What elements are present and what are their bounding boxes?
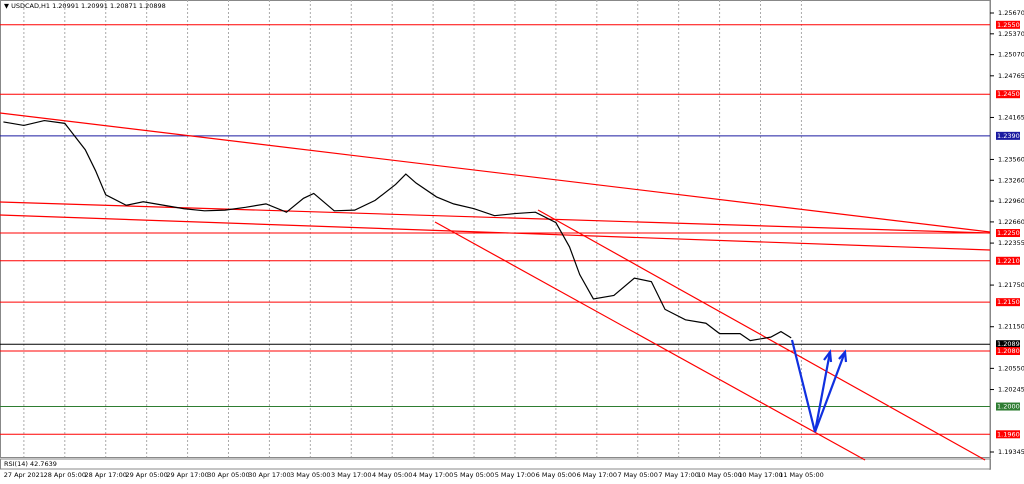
x-tick-label: 10 May 05:00 <box>697 471 742 479</box>
y-tick-label: 1.20550 <box>998 364 1024 372</box>
trendline <box>0 214 991 251</box>
level-label: 1.20898 <box>997 340 1024 348</box>
level-label: 1.23900 <box>997 132 1024 140</box>
level-badge <box>996 256 1020 265</box>
x-tick-label: 28 Apr 17:00 <box>85 471 127 479</box>
y-tick-label: 1.25070 <box>998 51 1024 59</box>
y-tick-label: 1.24765 <box>998 72 1024 80</box>
x-tick-label: 6 May 05:00 <box>536 471 576 479</box>
level-badge <box>996 229 1020 238</box>
rsi-pane <box>0 458 991 470</box>
y-tick-label: 1.23560 <box>998 155 1024 163</box>
x-tick-label: 5 May 17:00 <box>495 471 535 479</box>
y-tick-label: 1.23260 <box>998 176 1024 184</box>
plot-frame <box>0 0 991 458</box>
level-label: 1.19600 <box>997 430 1024 438</box>
arrow-path <box>813 351 847 433</box>
x-tick-label: 10 May 17:00 <box>738 471 783 479</box>
channel-line <box>434 221 866 461</box>
level-badge <box>996 20 1020 29</box>
arrow-head <box>823 349 833 363</box>
y-tick-label: 1.22660 <box>998 218 1024 226</box>
x-tick-label: 7 May 05:00 <box>618 471 658 479</box>
x-tick-label: 30 Apr 05:00 <box>207 471 249 479</box>
level-label: 1.22500 <box>997 229 1024 237</box>
trendline <box>0 201 991 234</box>
price-line <box>3 119 792 342</box>
x-tick-label: 3 May 17:00 <box>331 471 371 479</box>
indicator-label: RSI(14) 42.7639 <box>4 460 57 468</box>
y-tick-label: 1.21750 <box>998 281 1024 289</box>
level-label: 1.20000 <box>997 403 1024 411</box>
level-badge <box>996 131 1020 140</box>
level-label: 1.22100 <box>997 257 1024 265</box>
y-tick-label: 1.19345 <box>998 448 1024 456</box>
level-badge <box>996 340 1020 349</box>
x-tick-label: 29 Apr 17:00 <box>166 471 208 479</box>
x-tick-label: 30 Apr 17:00 <box>248 471 290 479</box>
header: ▼ USDCAD,H1 1.20991 1.20991 1.20871 1.20… <box>4 2 166 10</box>
x-tick-label: 6 May 17:00 <box>577 471 617 479</box>
y-tick-label: 1.25370 <box>998 30 1024 38</box>
y-tick-label: 1.22355 <box>998 239 1024 247</box>
level-label: 1.21504 <box>997 298 1024 306</box>
x-tick-label: 7 May 17:00 <box>658 471 698 479</box>
level-badge <box>996 298 1020 307</box>
trendline <box>0 112 991 233</box>
x-tick-label: 3 May 05:00 <box>290 471 330 479</box>
y-tick-label: 1.21150 <box>998 323 1024 331</box>
y-tick-label: 1.22960 <box>998 197 1024 205</box>
level-label: 1.20800 <box>997 347 1024 355</box>
x-tick-label: 27 Apr 2021 <box>4 471 44 479</box>
level-label: 1.24500 <box>997 90 1024 98</box>
arrow-head <box>838 349 848 363</box>
x-tick-label: 28 Apr 05:00 <box>44 471 86 479</box>
y-tick-label: 1.20245 <box>998 386 1024 394</box>
channel-line <box>537 209 986 461</box>
forecast-arrows <box>790 339 848 433</box>
x-tick-label: 4 May 17:00 <box>413 471 453 479</box>
x-tick-label: 4 May 05:00 <box>372 471 412 479</box>
trendlines <box>0 112 991 461</box>
x-tick-label: 11 May 05:00 <box>779 471 824 479</box>
level-badge <box>996 430 1020 439</box>
y-tick-label: 1.24165 <box>998 113 1024 121</box>
x-tick-label: 29 Apr 05:00 <box>125 471 167 479</box>
y-tick-label: 1.25670 <box>998 9 1024 17</box>
level-badge <box>996 347 1020 356</box>
x-tick-label: 5 May 05:00 <box>454 471 494 479</box>
level-badge <box>996 90 1020 99</box>
level-label: 1.25500 <box>997 21 1024 29</box>
arrow-path <box>790 339 832 433</box>
level-badge <box>996 402 1020 411</box>
